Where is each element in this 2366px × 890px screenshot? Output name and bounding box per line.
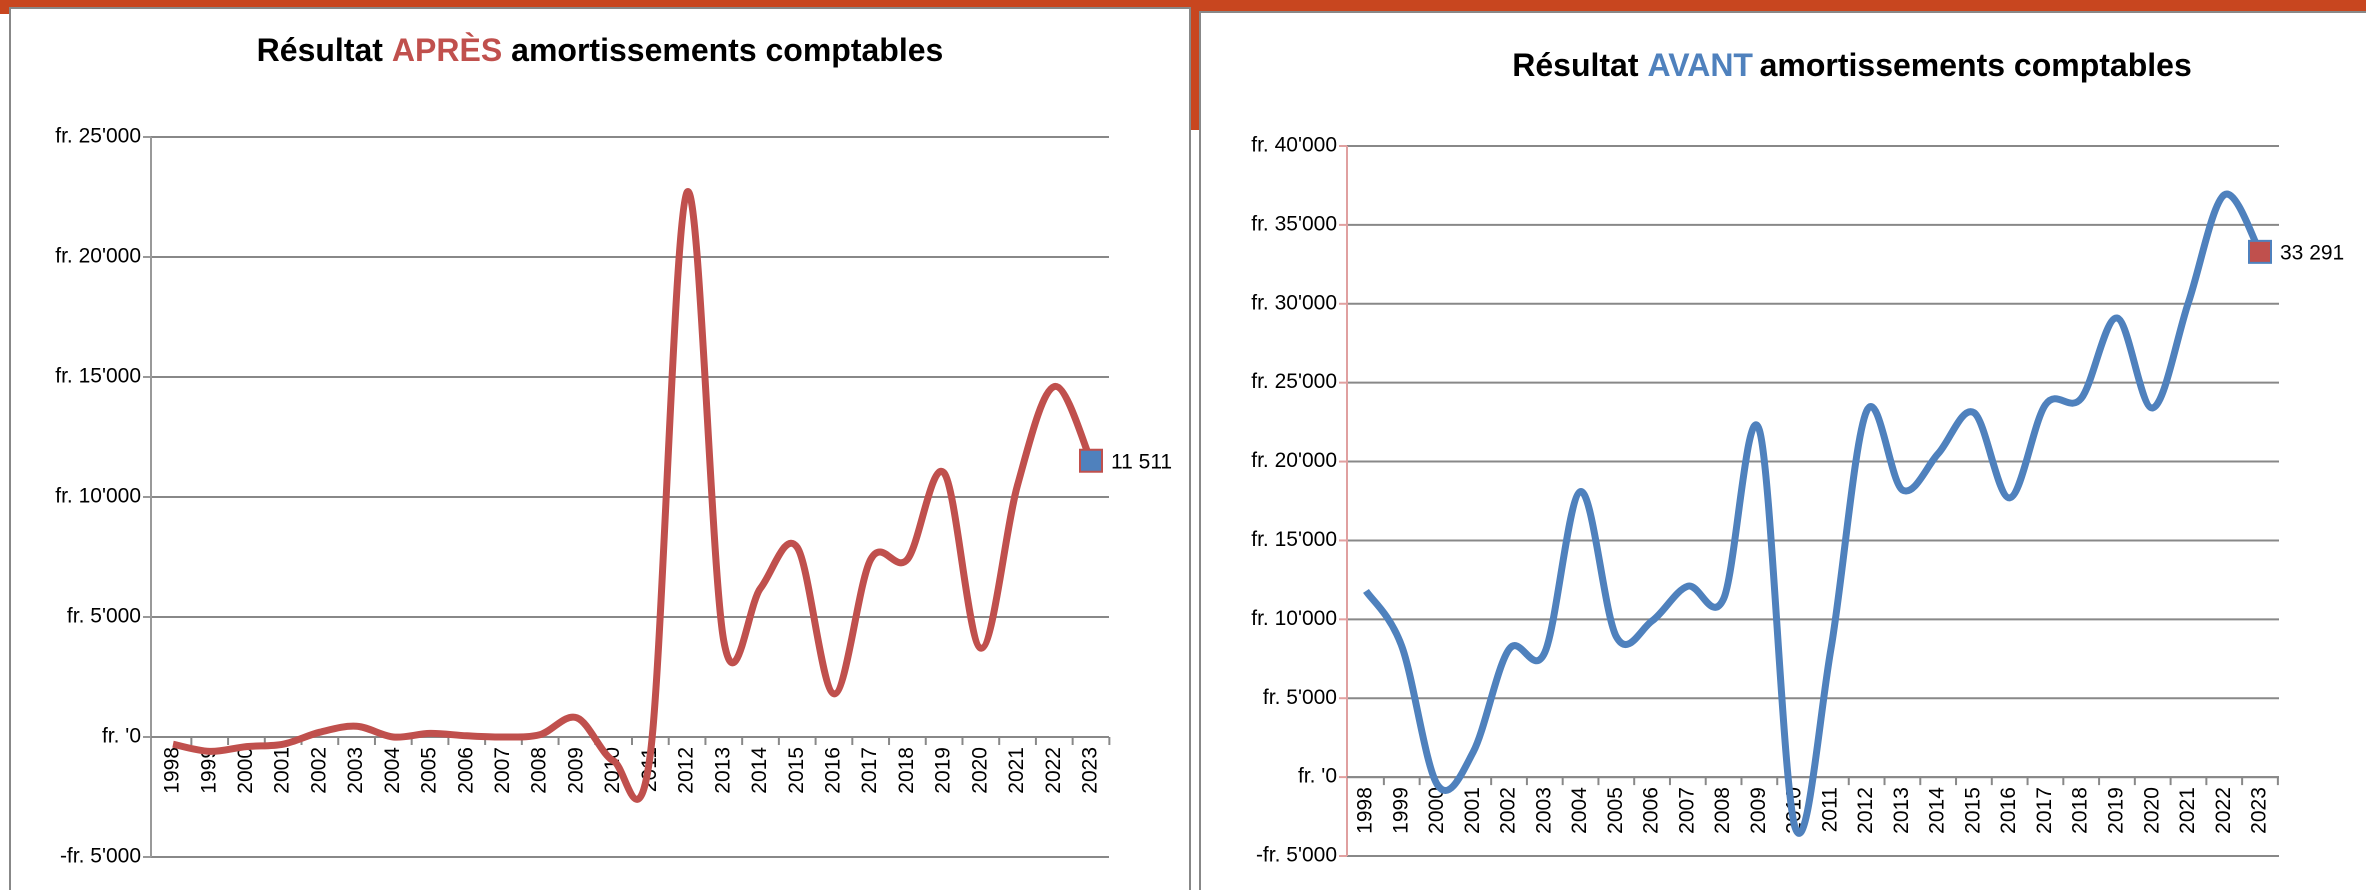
y-tick-label: fr. 25'000 bbox=[55, 125, 141, 148]
data-label: 11 511 bbox=[1111, 450, 1172, 473]
x-tick-label: 2013 bbox=[1890, 787, 1913, 834]
y-tick-label: fr. '0 bbox=[1298, 765, 1337, 788]
x-tick-label: 2021 bbox=[2176, 787, 2199, 834]
y-tick-label: fr. 40'000 bbox=[1251, 134, 1337, 157]
x-tick-label: 2013 bbox=[711, 747, 734, 794]
y-tick-label: fr. 15'000 bbox=[55, 365, 141, 388]
x-tick-label: 2005 bbox=[418, 747, 441, 794]
x-tick-label: 2004 bbox=[1568, 787, 1591, 834]
y-tick-label: -fr. 5'000 bbox=[1256, 844, 1337, 867]
x-tick-label: 2023 bbox=[1079, 747, 1102, 794]
data-label: 33 291 bbox=[2280, 241, 2344, 264]
chart-title: Résultat APRÈS amortissements comptables bbox=[257, 32, 944, 68]
y-tick-label: -fr. 5'000 bbox=[60, 845, 141, 868]
x-tick-label: 2005 bbox=[1604, 787, 1627, 834]
title-part: Résultat bbox=[257, 32, 384, 68]
x-tick-label: 2004 bbox=[381, 747, 404, 794]
x-tick-label: 2000 bbox=[1425, 787, 1448, 834]
x-tick-label: 2012 bbox=[1854, 787, 1877, 834]
x-tick-label: 2014 bbox=[1926, 787, 1949, 834]
x-tick-label: 1999 bbox=[1389, 787, 1412, 834]
x-tick-label: 2001 bbox=[271, 747, 294, 794]
point-marker bbox=[1079, 448, 1103, 473]
series-line bbox=[1363, 190, 2264, 837]
y-tick-label: fr. 5'000 bbox=[67, 605, 141, 628]
title-part: amortissements comptables bbox=[1760, 47, 2192, 83]
x-tick-label: 2003 bbox=[1532, 787, 1555, 834]
x-tick-label: 2017 bbox=[2033, 787, 2056, 834]
x-tick-label: 2006 bbox=[454, 747, 477, 794]
chart: Résultat APRÈS amortissements comptables -f… bbox=[55, 32, 1172, 867]
x-tick-label: 2015 bbox=[1961, 787, 1984, 834]
y-tick-label: fr. '0 bbox=[102, 725, 141, 748]
y-tick-label: fr. 20'000 bbox=[1251, 449, 1337, 472]
title-part: Résultat bbox=[1512, 47, 1639, 83]
x-tick-label: 2020 bbox=[2140, 787, 2163, 834]
x-tick-label: 2022 bbox=[2212, 787, 2235, 834]
x-tick-label: 2008 bbox=[1711, 787, 1734, 834]
x-tick-label: 2002 bbox=[307, 747, 330, 794]
x-tick-label: 1998 bbox=[161, 747, 184, 794]
y-tick-label: fr. 10'000 bbox=[55, 485, 141, 508]
x-tick-label: 2000 bbox=[234, 747, 257, 794]
x-tick-label: 2018 bbox=[895, 747, 918, 794]
x-tick-label: 2009 bbox=[564, 747, 587, 794]
x-tick-label: 1999 bbox=[197, 747, 220, 794]
x-tick-label: 2019 bbox=[932, 747, 955, 794]
y-tick-label: fr. 25'000 bbox=[1251, 370, 1337, 393]
x-tick-label: 2021 bbox=[1005, 747, 1028, 794]
title-part: amortissements comptables bbox=[511, 32, 943, 68]
x-tick-label: 2016 bbox=[822, 747, 845, 794]
x-tick-label: 2014 bbox=[748, 747, 771, 794]
x-tick-label: 2002 bbox=[1497, 787, 1520, 834]
x-tick-label: 2007 bbox=[491, 747, 514, 794]
series-line bbox=[172, 188, 1095, 803]
x-tick-label: 2008 bbox=[528, 747, 551, 794]
x-tick-label: 2006 bbox=[1640, 787, 1663, 834]
y-tick-label: fr. 15'000 bbox=[1251, 528, 1337, 551]
chart-title: Résultat AVANT amortissements comptables bbox=[1512, 47, 2192, 83]
x-tick-label: 1998 bbox=[1354, 787, 1377, 834]
chart: Résultat AVANT amortissements comptables -f… bbox=[1251, 47, 2344, 866]
x-tick-label: 2019 bbox=[2105, 787, 2128, 834]
title-part: AVANT bbox=[1648, 47, 1754, 83]
x-tick-label: 2017 bbox=[858, 747, 881, 794]
x-tick-label: 2023 bbox=[2248, 787, 2271, 834]
title-part: APRÈS bbox=[392, 32, 502, 68]
x-tick-label: 2007 bbox=[1675, 787, 1698, 834]
x-tick-label: 2011 bbox=[1818, 787, 1841, 832]
x-tick-label: 2018 bbox=[2069, 787, 2092, 834]
x-tick-label: 2022 bbox=[1042, 747, 1065, 794]
y-tick-label: fr. 30'000 bbox=[1251, 291, 1337, 314]
x-tick-label: 2003 bbox=[344, 747, 367, 794]
y-tick-label: fr. 10'000 bbox=[1251, 607, 1337, 630]
x-tick-label: 2012 bbox=[675, 747, 698, 794]
point-marker bbox=[2248, 239, 2272, 264]
x-tick-label: 2001 bbox=[1461, 787, 1484, 834]
y-tick-label: fr. 35'000 bbox=[1251, 212, 1337, 235]
x-tick-label: 2015 bbox=[785, 747, 808, 794]
x-tick-label: 2020 bbox=[968, 747, 991, 794]
y-tick-label: fr. 5'000 bbox=[1263, 686, 1337, 709]
x-tick-label: 2009 bbox=[1747, 787, 1770, 834]
x-tick-label: 2016 bbox=[1997, 787, 2020, 834]
y-tick-label: fr. 20'000 bbox=[55, 245, 141, 268]
